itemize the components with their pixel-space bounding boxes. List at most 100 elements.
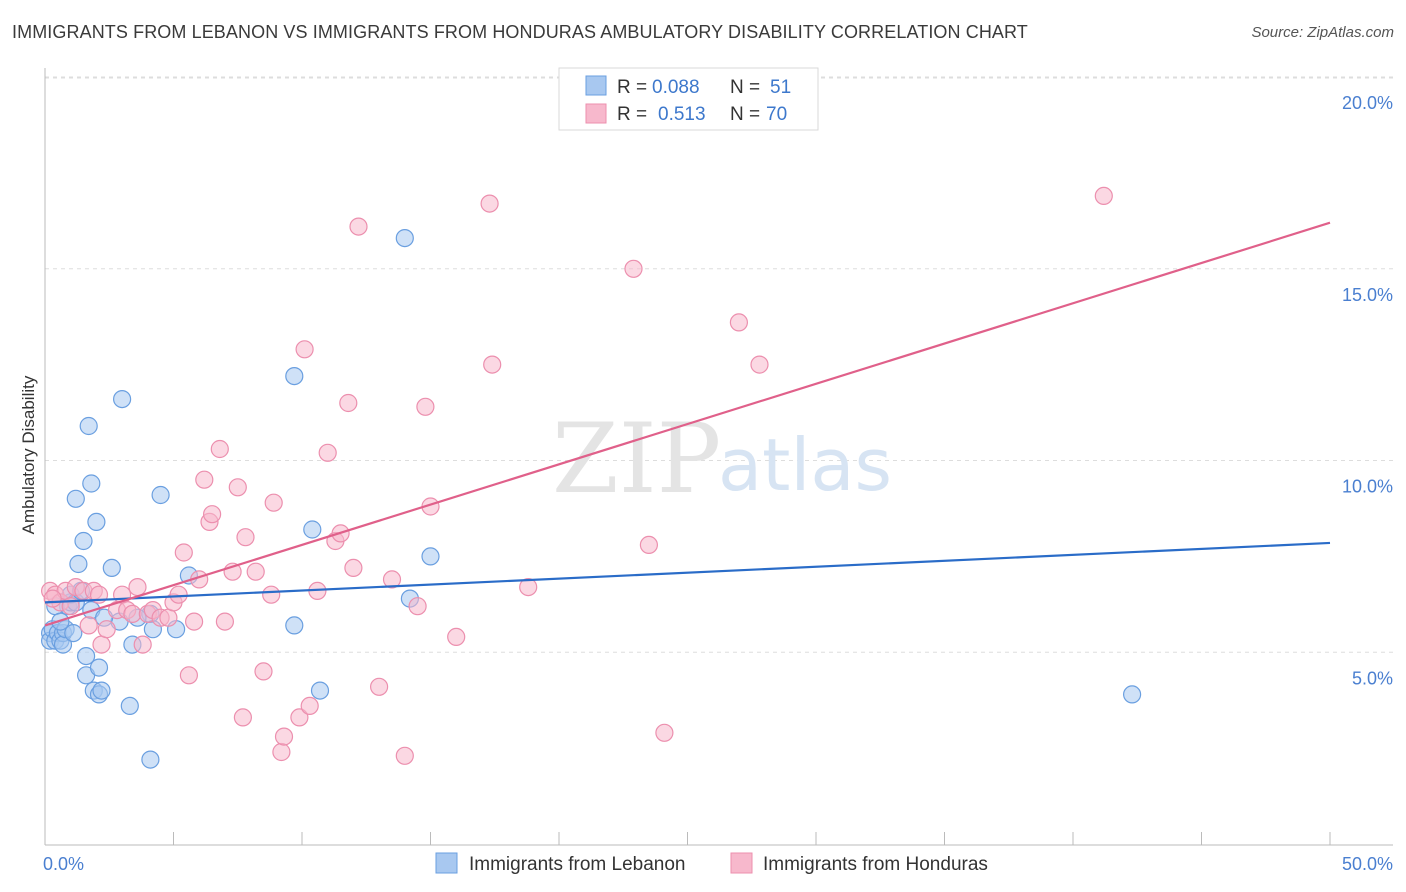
point-honduras bbox=[215, 612, 234, 631]
point-lebanon bbox=[303, 520, 322, 539]
point-honduras bbox=[195, 470, 214, 489]
bottom-legend-swatch-honduras bbox=[730, 852, 753, 874]
legend-r-value-honduras: 0.513 bbox=[658, 104, 706, 125]
legend-n-value-honduras: 70 bbox=[766, 104, 787, 125]
point-honduras bbox=[133, 635, 152, 654]
point-lebanon bbox=[285, 367, 304, 386]
grid-layer bbox=[45, 76, 1393, 653]
trend-line-honduras bbox=[44, 221, 1331, 627]
point-honduras bbox=[416, 397, 435, 416]
y-axis-label: Ambulatory Disability bbox=[19, 375, 38, 534]
y-tick-label-10: 10.0% bbox=[1342, 477, 1393, 497]
legend-r-value-lebanon: 0.088 bbox=[652, 77, 700, 98]
point-honduras bbox=[159, 608, 178, 627]
point-lebanon bbox=[79, 416, 98, 436]
point-honduras bbox=[395, 746, 414, 765]
point-honduras bbox=[246, 562, 265, 581]
point-lebanon bbox=[421, 547, 440, 566]
point-honduras bbox=[447, 627, 466, 647]
point-lebanon bbox=[395, 229, 414, 248]
point-honduras bbox=[750, 355, 769, 374]
point-honduras bbox=[300, 696, 319, 716]
points-layer bbox=[40, 186, 1142, 769]
trend-layer bbox=[44, 221, 1331, 627]
bottom-legend-label-lebanon: Immigrants from Lebanon bbox=[469, 854, 686, 875]
point-honduras bbox=[370, 677, 389, 696]
watermark-atlas: atlas bbox=[718, 423, 892, 507]
point-honduras bbox=[639, 535, 659, 555]
point-honduras bbox=[203, 505, 222, 524]
point-honduras bbox=[272, 742, 291, 762]
y-tick-label-20: 20.0% bbox=[1342, 93, 1393, 113]
trend-line-lebanon bbox=[44, 541, 1331, 604]
point-honduras bbox=[123, 604, 142, 624]
point-honduras bbox=[79, 616, 98, 635]
x-tick-label-max: 50.0% bbox=[1342, 854, 1393, 874]
point-honduras bbox=[262, 585, 281, 604]
point-honduras bbox=[480, 194, 499, 213]
y-tick-labels: 5.0% 10.0% 15.0% 20.0% bbox=[1342, 93, 1393, 688]
point-honduras bbox=[274, 727, 294, 746]
point-honduras bbox=[655, 723, 674, 742]
axes-layer bbox=[44, 68, 1393, 846]
bottom-legend-label-honduras: Immigrants from Honduras bbox=[763, 854, 988, 875]
legend-r-label-honduras: R = bbox=[617, 104, 647, 125]
point-honduras bbox=[128, 577, 147, 597]
point-lebanon bbox=[74, 531, 93, 551]
watermark: ZIP atlas bbox=[552, 403, 892, 515]
legend-n-label-honduras: N = bbox=[730, 104, 760, 125]
legend-swatch-honduras bbox=[585, 103, 607, 124]
correlation-legend: R = 0.088 N = 51 R = 0.513 N = 70 bbox=[558, 67, 819, 131]
legend-n-label-lebanon: N = bbox=[730, 77, 760, 98]
point-lebanon bbox=[66, 489, 85, 508]
point-lebanon bbox=[120, 696, 139, 716]
series-legend: Immigrants from Lebanon Immigrants from … bbox=[435, 852, 988, 875]
point-lebanon bbox=[285, 616, 304, 635]
point-lebanon bbox=[89, 658, 109, 677]
point-honduras bbox=[233, 708, 252, 727]
point-honduras bbox=[382, 570, 402, 589]
point-honduras bbox=[92, 635, 111, 654]
x-tick-label-min: 0.0% bbox=[43, 854, 84, 874]
point-honduras bbox=[254, 662, 273, 681]
point-lebanon bbox=[310, 681, 330, 700]
point-honduras bbox=[169, 585, 188, 604]
legend-swatch-lebanon bbox=[585, 75, 607, 96]
chart-title: IMMIGRANTS FROM LEBANON VS IMMIGRANTS FR… bbox=[12, 22, 1028, 42]
point-lebanon bbox=[64, 623, 83, 643]
point-honduras bbox=[228, 478, 247, 497]
legend-n-value-lebanon: 51 bbox=[770, 77, 791, 98]
bottom-legend-swatch-lebanon bbox=[435, 852, 458, 874]
point-lebanon bbox=[102, 558, 121, 578]
source-label: Source: ZipAtlas.com bbox=[1251, 24, 1394, 41]
point-honduras bbox=[408, 597, 427, 616]
point-honduras bbox=[236, 528, 255, 547]
point-honduras bbox=[264, 493, 283, 512]
point-honduras bbox=[174, 543, 193, 562]
point-lebanon bbox=[141, 750, 160, 769]
point-lebanon bbox=[151, 485, 170, 505]
point-honduras bbox=[349, 217, 368, 236]
point-honduras bbox=[318, 443, 337, 462]
point-lebanon bbox=[92, 681, 111, 700]
point-honduras bbox=[339, 393, 358, 413]
point-honduras bbox=[519, 577, 538, 597]
point-lebanon bbox=[82, 474, 101, 493]
point-lebanon bbox=[87, 512, 106, 532]
point-honduras bbox=[483, 355, 502, 374]
legend-r-label-lebanon: R = bbox=[617, 77, 647, 98]
point-honduras bbox=[295, 340, 314, 359]
point-honduras bbox=[97, 620, 116, 639]
point-honduras bbox=[179, 666, 198, 685]
point-honduras bbox=[290, 708, 309, 727]
y-tick-label-15: 15.0% bbox=[1342, 285, 1393, 305]
point-honduras bbox=[624, 259, 643, 278]
point-honduras bbox=[729, 313, 749, 332]
point-lebanon bbox=[76, 646, 96, 666]
point-honduras bbox=[210, 439, 229, 459]
y-tick-label-5: 5.0% bbox=[1352, 668, 1393, 688]
point-lebanon bbox=[1122, 685, 1142, 704]
point-honduras bbox=[43, 589, 62, 608]
point-honduras bbox=[1094, 186, 1113, 205]
